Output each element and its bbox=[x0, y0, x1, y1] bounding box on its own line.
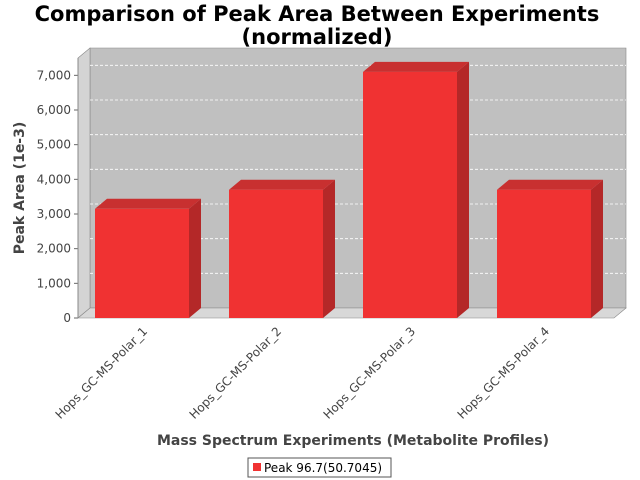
legend-label: Peak 96.7(50.7045) bbox=[264, 461, 382, 475]
y-tick-label: 7,000 bbox=[37, 68, 71, 82]
plot-side-wall bbox=[77, 47, 91, 319]
legend: Peak 96.7(50.7045) bbox=[247, 457, 392, 478]
y-tick-label: 4,000 bbox=[37, 172, 71, 186]
x-tick-label: Hops_GC-MS-Polar_2 bbox=[187, 324, 285, 422]
bar-side bbox=[323, 179, 335, 318]
bar-side bbox=[457, 61, 469, 318]
chart-title-line-1: Comparison of Peak Area Between Experime… bbox=[35, 2, 600, 26]
plot-area bbox=[77, 47, 627, 319]
bar-side bbox=[591, 179, 603, 318]
legend-swatch bbox=[253, 463, 261, 471]
x-axis-ticks: Hops_GC-MS-Polar_1 Hops_GC-MS-Polar_2 Hops… bbox=[53, 324, 553, 422]
y-axis-ticks: 0 1,000 2,000 3,000 4,000 5,000 6,000 7,000 bbox=[37, 58, 79, 325]
chart-title-line-2: (normalized) bbox=[242, 25, 393, 49]
bar bbox=[497, 179, 603, 318]
bar bbox=[95, 198, 201, 318]
bar-top bbox=[497, 179, 603, 190]
bar-front bbox=[229, 189, 323, 318]
x-tick-label: Hops_GC-MS-Polar_1 bbox=[53, 324, 151, 422]
bar-front bbox=[497, 189, 591, 318]
bar-top bbox=[363, 61, 469, 72]
x-axis-label: Mass Spectrum Experiments (Metabolite Pr… bbox=[157, 433, 549, 449]
bars bbox=[95, 61, 603, 318]
y-tick-label: 0 bbox=[63, 311, 71, 325]
y-tick-label: 2,000 bbox=[37, 242, 71, 256]
y-tick-label: 6,000 bbox=[37, 103, 71, 117]
bar bbox=[363, 61, 469, 318]
bar-front bbox=[363, 71, 457, 318]
legend-box bbox=[247, 457, 392, 478]
bar-top bbox=[229, 179, 335, 190]
x-tick-label: Hops_GC-MS-Polar_4 bbox=[455, 324, 553, 422]
bar-side bbox=[189, 198, 201, 318]
bar bbox=[229, 179, 335, 318]
bar-front bbox=[95, 208, 189, 318]
y-tick-label: 5,000 bbox=[37, 138, 71, 152]
y-tick-label: 3,000 bbox=[37, 207, 71, 221]
y-axis-label: Peak Area (1e-3) bbox=[12, 122, 28, 255]
y-tick-label: 1,000 bbox=[37, 276, 71, 290]
x-tick-label: Hops_GC-MS-Polar_3 bbox=[321, 324, 419, 422]
bar-top bbox=[95, 198, 201, 209]
